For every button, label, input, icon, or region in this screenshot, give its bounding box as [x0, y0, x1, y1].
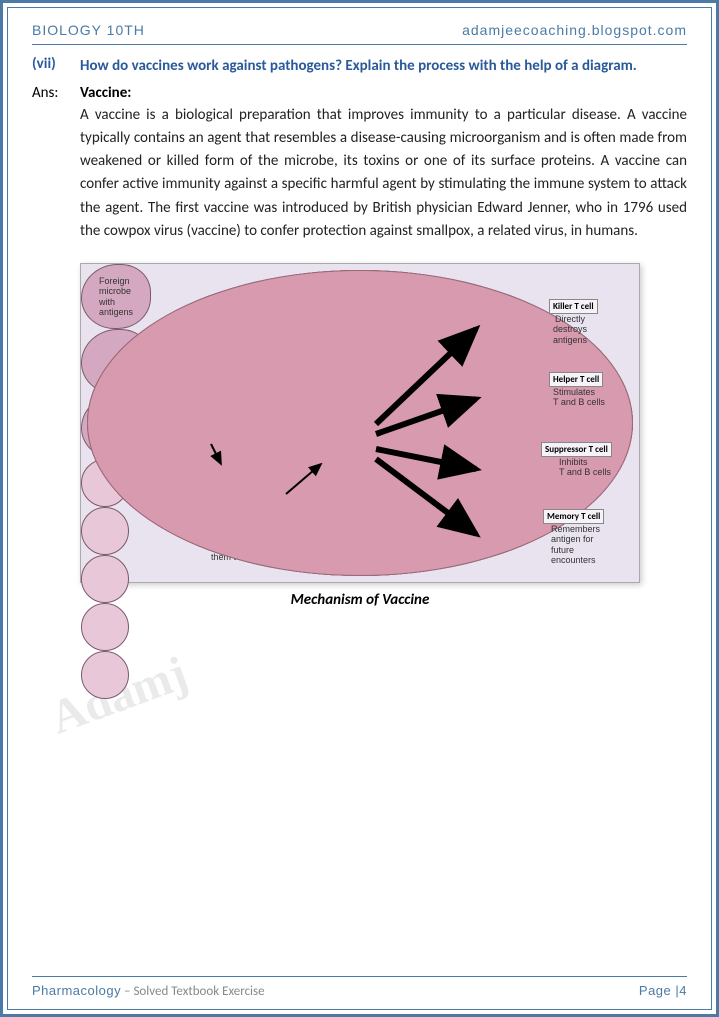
cell-type-desc: Inhibits T and B cells [559, 457, 611, 478]
cell-type-desc: Stimulates T and B cells [553, 387, 605, 408]
diagram-caption: Mechanism of Vaccine [80, 591, 640, 609]
answer-heading: Vaccine: [80, 84, 131, 102]
header-right: adamjeecoaching.blogspot.com [462, 22, 687, 38]
answer-body: A vaccine is a biological preparation th… [80, 104, 687, 244]
footer-sub: – Solved Textbook Exercise [121, 984, 265, 999]
footer: Pharmacology – Solved Textbook Exercise … [32, 976, 687, 999]
cell-type-desc: Directly destroys antigens [553, 314, 587, 345]
footer-left: Pharmacology – Solved Textbook Exercise [32, 983, 265, 999]
diagram: Foreign microbe with antigens Macrophage… [80, 263, 640, 583]
footer-topic: Pharmacology [32, 983, 121, 998]
cell-type-box: Memory T cell [543, 509, 604, 524]
header: BIOLOGY 10TH adamjeecoaching.blogspot.co… [32, 22, 687, 45]
cell-type-box: Helper T cell [549, 372, 603, 387]
t-cell-clone [81, 603, 129, 651]
question-row: (vii) How do vaccines work against patho… [32, 55, 687, 78]
cell-type-box: Suppressor T cell [541, 442, 612, 457]
cell-type-desc: Remembers antigen for future encounters [551, 524, 600, 565]
header-left: BIOLOGY 10TH [32, 22, 145, 38]
footer-page: Page |4 [639, 983, 687, 999]
t-cell-clone [81, 651, 129, 699]
question-number: (vii) [32, 55, 68, 78]
page-inner: BIOLOGY 10TH adamjeecoaching.blogspot.co… [7, 7, 712, 1010]
cell-type-box: Killer T cell [549, 299, 598, 314]
question-text: How do vaccines work against pathogens? … [80, 55, 637, 78]
answer-label: Ans: [32, 84, 68, 102]
page: BIOLOGY 10TH adamjeecoaching.blogspot.co… [0, 0, 719, 1017]
answer-row: Ans: Vaccine: [32, 84, 687, 102]
